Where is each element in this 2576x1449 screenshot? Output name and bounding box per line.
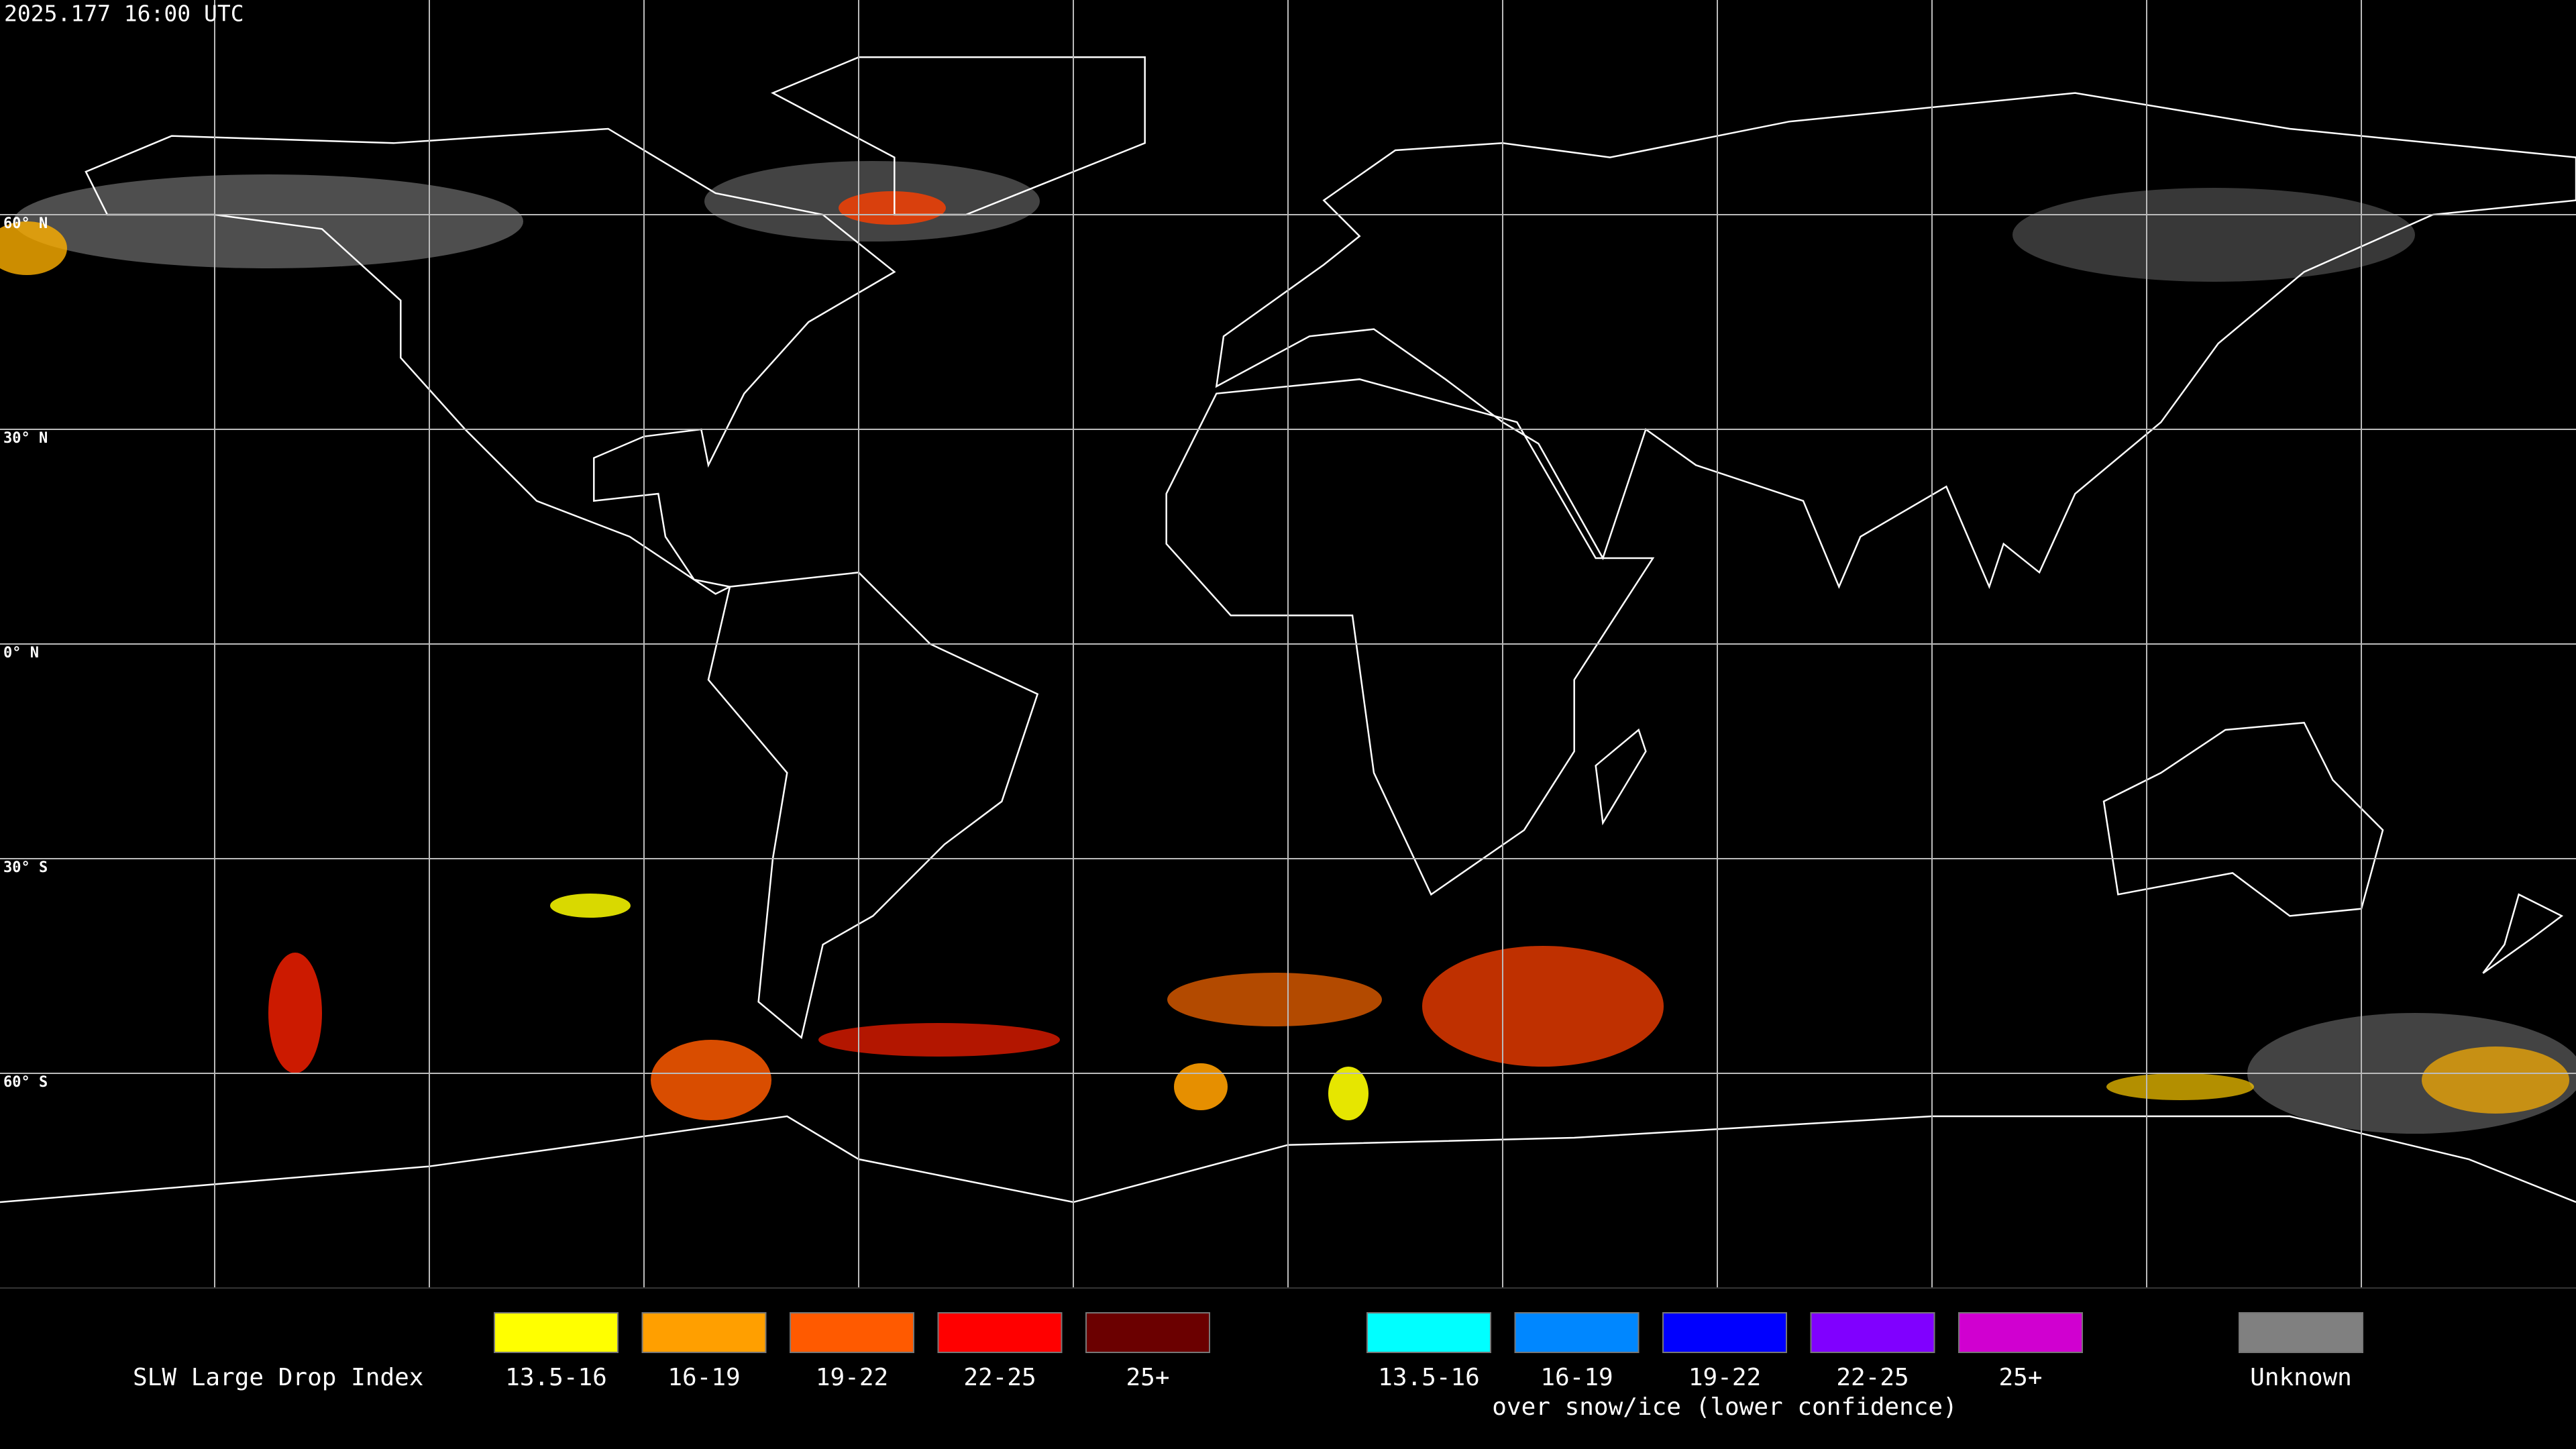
- legend-label: 16-19: [1540, 1364, 1613, 1391]
- legend-swatch: [1958, 1312, 2083, 1353]
- cloud: [2106, 1073, 2254, 1100]
- legend-swatch: [2239, 1312, 2363, 1353]
- coastline: [773, 57, 1145, 215]
- coastline: [708, 572, 1038, 1037]
- cloud: [2012, 188, 2415, 282]
- legend-label: 22-25: [1836, 1364, 1909, 1391]
- lat-label: 60° N: [3, 215, 48, 232]
- legend-label: 16-19: [667, 1364, 740, 1391]
- legend-title: SLW Large Drop Index: [133, 1364, 423, 1391]
- lat-label: 30° S: [3, 859, 48, 876]
- legend-swatch: [790, 1312, 914, 1353]
- timestamp: 2025.177 16:00 UTC: [4, 1, 244, 27]
- legend-swatch: [1085, 1312, 1210, 1353]
- legend-caption: over snow/ice (lower confidence): [1492, 1393, 1957, 1421]
- coastline: [1216, 93, 2576, 587]
- coastline: [86, 129, 894, 594]
- legend-label: 13.5-16: [505, 1364, 607, 1391]
- coastline: [1596, 730, 1646, 823]
- cloud-field: [0, 161, 2576, 1134]
- legend: 13.5-16 16-19 19-22 22-25 25+ 13.5-16 16-19 19-…: [494, 1312, 2363, 1391]
- legend-label: Unknown: [2250, 1364, 2352, 1391]
- legend-label: 19-22: [1688, 1364, 1761, 1391]
- legend-swatch: [1662, 1312, 1787, 1353]
- legend-swatch: [1810, 1312, 1935, 1353]
- cloud: [268, 953, 322, 1073]
- cloud: [839, 191, 946, 225]
- legend-label: 22-25: [963, 1364, 1036, 1391]
- legend-swatch: [641, 1312, 767, 1353]
- cloud: [1422, 946, 1664, 1067]
- legend-label: 13.5-16: [1378, 1364, 1480, 1391]
- lat-label: 60° S: [3, 1074, 48, 1091]
- legend-label: 25+: [1998, 1364, 2042, 1391]
- graticule: 60° N 30° N 0° N 30° S 60° S: [0, 0, 2576, 1288]
- legend-swatch: [1366, 1312, 1491, 1353]
- legend-swatch: [937, 1312, 1063, 1353]
- coastline: [2483, 894, 2561, 973]
- cloud: [1174, 1063, 1228, 1110]
- cloud: [1167, 973, 1382, 1026]
- coastline: [2104, 722, 2383, 916]
- legend-label: 25+: [1126, 1364, 1169, 1391]
- legend-label: 19-22: [816, 1364, 888, 1391]
- lat-label: 30° N: [3, 430, 48, 447]
- coastline: [1167, 379, 1653, 894]
- cloud: [2422, 1046, 2569, 1114]
- cloud: [0, 221, 67, 275]
- cloud: [651, 1040, 771, 1120]
- legend-swatch: [1514, 1312, 1640, 1353]
- cloud: [1328, 1067, 1368, 1120]
- legend-swatch: [494, 1312, 619, 1353]
- cloud: [550, 894, 631, 918]
- lat-label: 0° N: [3, 645, 39, 661]
- cloud: [818, 1023, 1060, 1057]
